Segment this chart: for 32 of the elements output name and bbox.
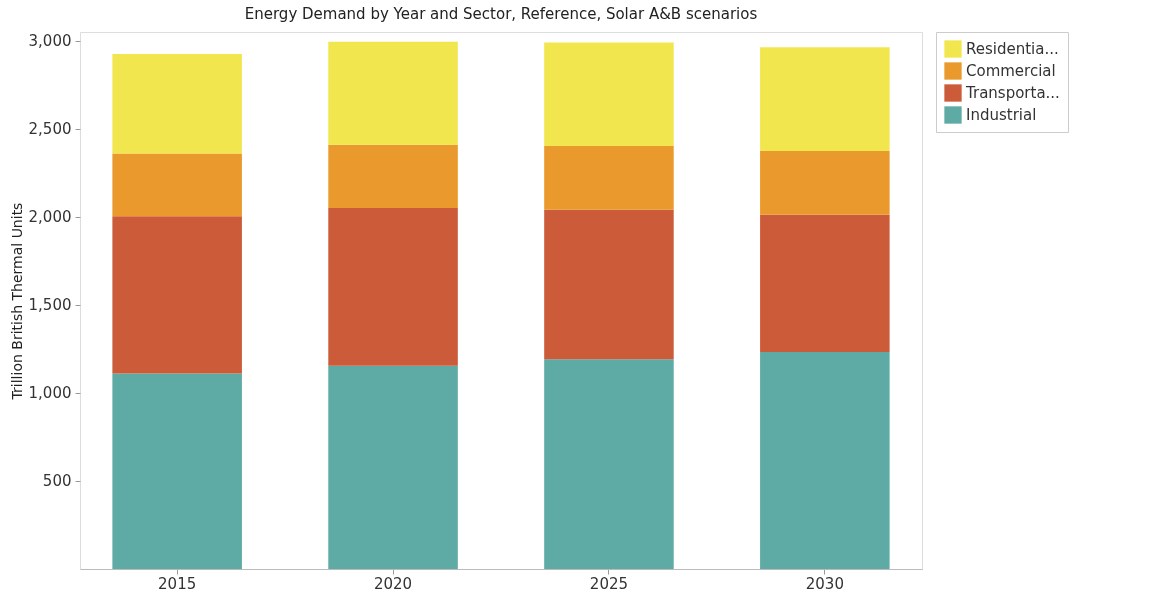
- bar: [760, 151, 890, 215]
- bar: [328, 41, 458, 145]
- x-tick-label: 2020: [373, 574, 413, 593]
- x-tick-label: 2030: [805, 574, 844, 593]
- chart-title: Energy Demand by Year and Sector, Reference, Solar A&B scenarios: [244, 4, 758, 23]
- y-axis-title: Trillion British Thermal Units: [8, 202, 25, 401]
- bar: [760, 352, 890, 569]
- legend-label: Residentia...: [966, 40, 1059, 58]
- bar: [544, 146, 674, 210]
- bar: [544, 209, 674, 360]
- legend-label: Transporta...: [965, 84, 1060, 102]
- y-tick-label: 3,000: [28, 32, 72, 51]
- y-tick-label: 1,500: [28, 296, 72, 315]
- bar: [112, 54, 242, 154]
- bar: [328, 207, 458, 366]
- bar: [544, 42, 674, 147]
- bar: [112, 373, 242, 569]
- x-tick-label: 2025: [589, 574, 629, 593]
- legend-label: Commercial: [966, 62, 1056, 80]
- bar: [544, 359, 674, 569]
- bar: [112, 153, 242, 217]
- y-tick-label: 1,000: [28, 384, 72, 403]
- bar: [112, 216, 242, 374]
- bar: [760, 214, 890, 353]
- bar: [328, 365, 458, 569]
- bar: [328, 144, 458, 208]
- bar: [760, 47, 890, 152]
- y-tick-label: 2,000: [28, 208, 72, 227]
- y-tick-label: 2,500: [28, 120, 72, 139]
- x-tick-label: 2015: [158, 574, 197, 593]
- y-tick-label: 500: [42, 472, 72, 491]
- legend-label: Industrial: [966, 106, 1037, 124]
